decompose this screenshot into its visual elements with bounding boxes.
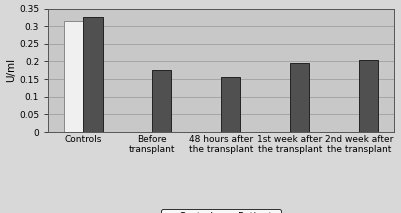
Bar <box>83 17 102 132</box>
Bar <box>289 63 308 132</box>
Bar <box>64 21 83 132</box>
Bar <box>358 60 377 132</box>
Bar <box>152 70 171 132</box>
Legend: Controls, Patients: Controls, Patients <box>161 209 280 213</box>
Y-axis label: U/ml: U/ml <box>6 58 16 82</box>
Bar <box>221 77 240 132</box>
